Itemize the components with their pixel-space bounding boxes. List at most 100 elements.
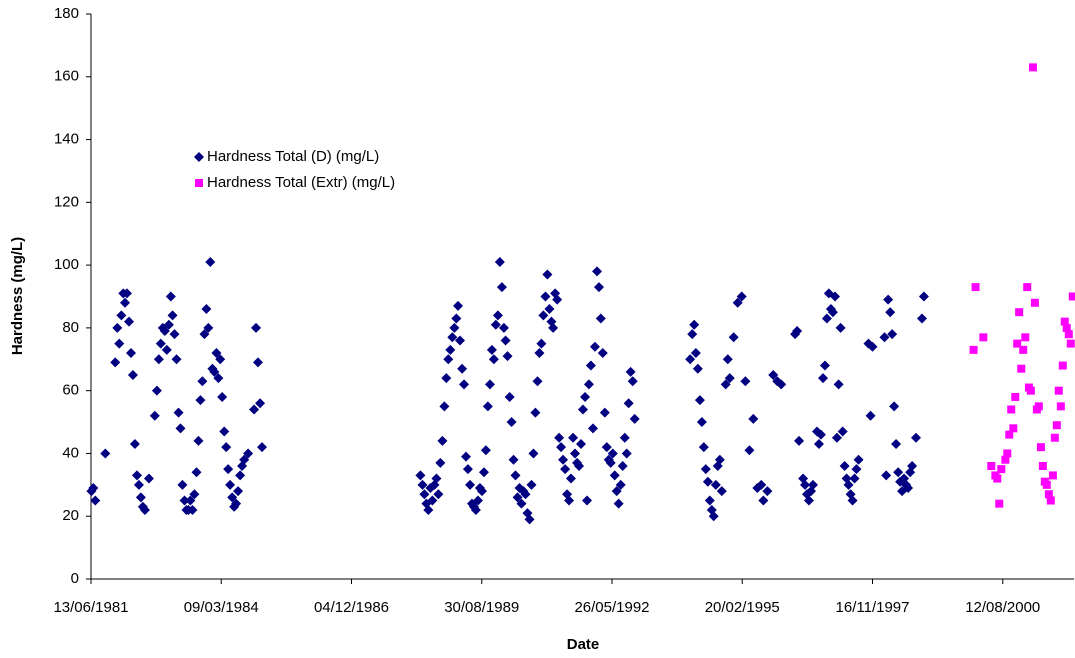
marker [903,482,914,493]
marker [90,495,101,506]
marker [460,451,471,462]
marker [1046,496,1055,505]
marker [564,495,575,506]
marker [1048,471,1057,480]
marker [454,335,465,346]
marker [100,448,111,459]
marker [1068,292,1075,301]
marker [740,376,751,387]
marker [1003,449,1012,458]
marker [867,341,878,352]
marker [536,338,547,349]
marker [800,479,811,490]
marker [510,470,521,481]
marker [1023,283,1032,292]
marker [843,479,854,490]
marker [1054,386,1063,395]
marker [613,498,624,509]
marker [195,395,206,406]
marker [623,398,634,409]
marker [447,332,458,343]
marker [213,373,224,384]
x-tick-label: 13/06/1981 [53,599,128,616]
marker [692,363,703,374]
marker [129,439,140,450]
marker [177,479,188,490]
marker [1019,345,1028,354]
marker [133,479,144,490]
marker [748,413,759,424]
marker [629,413,640,424]
marker [1060,317,1069,326]
marker [617,461,628,471]
marker [540,291,551,302]
marker [114,338,125,349]
x-tick-label: 12/08/2000 [965,599,1040,616]
marker [484,379,495,390]
marker [419,489,430,500]
marker [969,345,978,354]
marker [239,454,250,465]
legend-marker [195,179,203,187]
marker [149,410,160,421]
marker [189,489,200,500]
marker [1034,402,1043,411]
marker [621,448,632,459]
marker [211,348,222,358]
marker [548,322,559,333]
marker [689,319,700,330]
marker [807,479,818,490]
marker [768,369,779,380]
marker [744,445,755,456]
marker [1064,330,1073,339]
legend-label: Hardness Total (D) (mg/L) [207,148,379,165]
marker [794,435,805,446]
marker [187,504,198,515]
marker [827,307,838,318]
marker [532,376,543,387]
marker [736,291,747,302]
marker [574,461,585,471]
marker [482,401,493,412]
marker [161,344,172,355]
marker [724,373,735,384]
marker [512,492,523,503]
y-tick-label: 60 [62,382,79,399]
marker [698,442,709,453]
y-tick-label: 20 [62,507,79,524]
marker [601,442,612,453]
x-tick-label: 30/08/1989 [444,599,519,616]
marker [478,467,489,478]
marker [252,357,263,368]
marker [833,379,844,390]
marker [494,256,505,267]
marker [496,282,507,293]
marker [1028,63,1037,72]
marker [151,385,162,396]
marker [702,476,713,487]
marker [209,366,220,377]
marker [524,514,535,525]
marker [889,401,900,412]
marker [173,407,184,418]
marker [201,304,212,315]
marker [995,499,1004,508]
legend-label: Hardness Total (Extr) (mg/L) [207,174,395,191]
marker [167,310,178,321]
marker [883,294,894,305]
marker [611,486,622,497]
marker [1009,424,1018,433]
marker [592,266,603,277]
marker [619,432,630,443]
marker [722,354,733,365]
marker [911,432,922,443]
marker [803,495,814,506]
marker [558,454,569,465]
x-tick-label: 26/05/1992 [574,599,649,616]
marker [121,288,132,299]
marker [593,282,604,293]
marker [979,333,988,342]
marker [459,379,470,390]
marker [556,442,567,453]
